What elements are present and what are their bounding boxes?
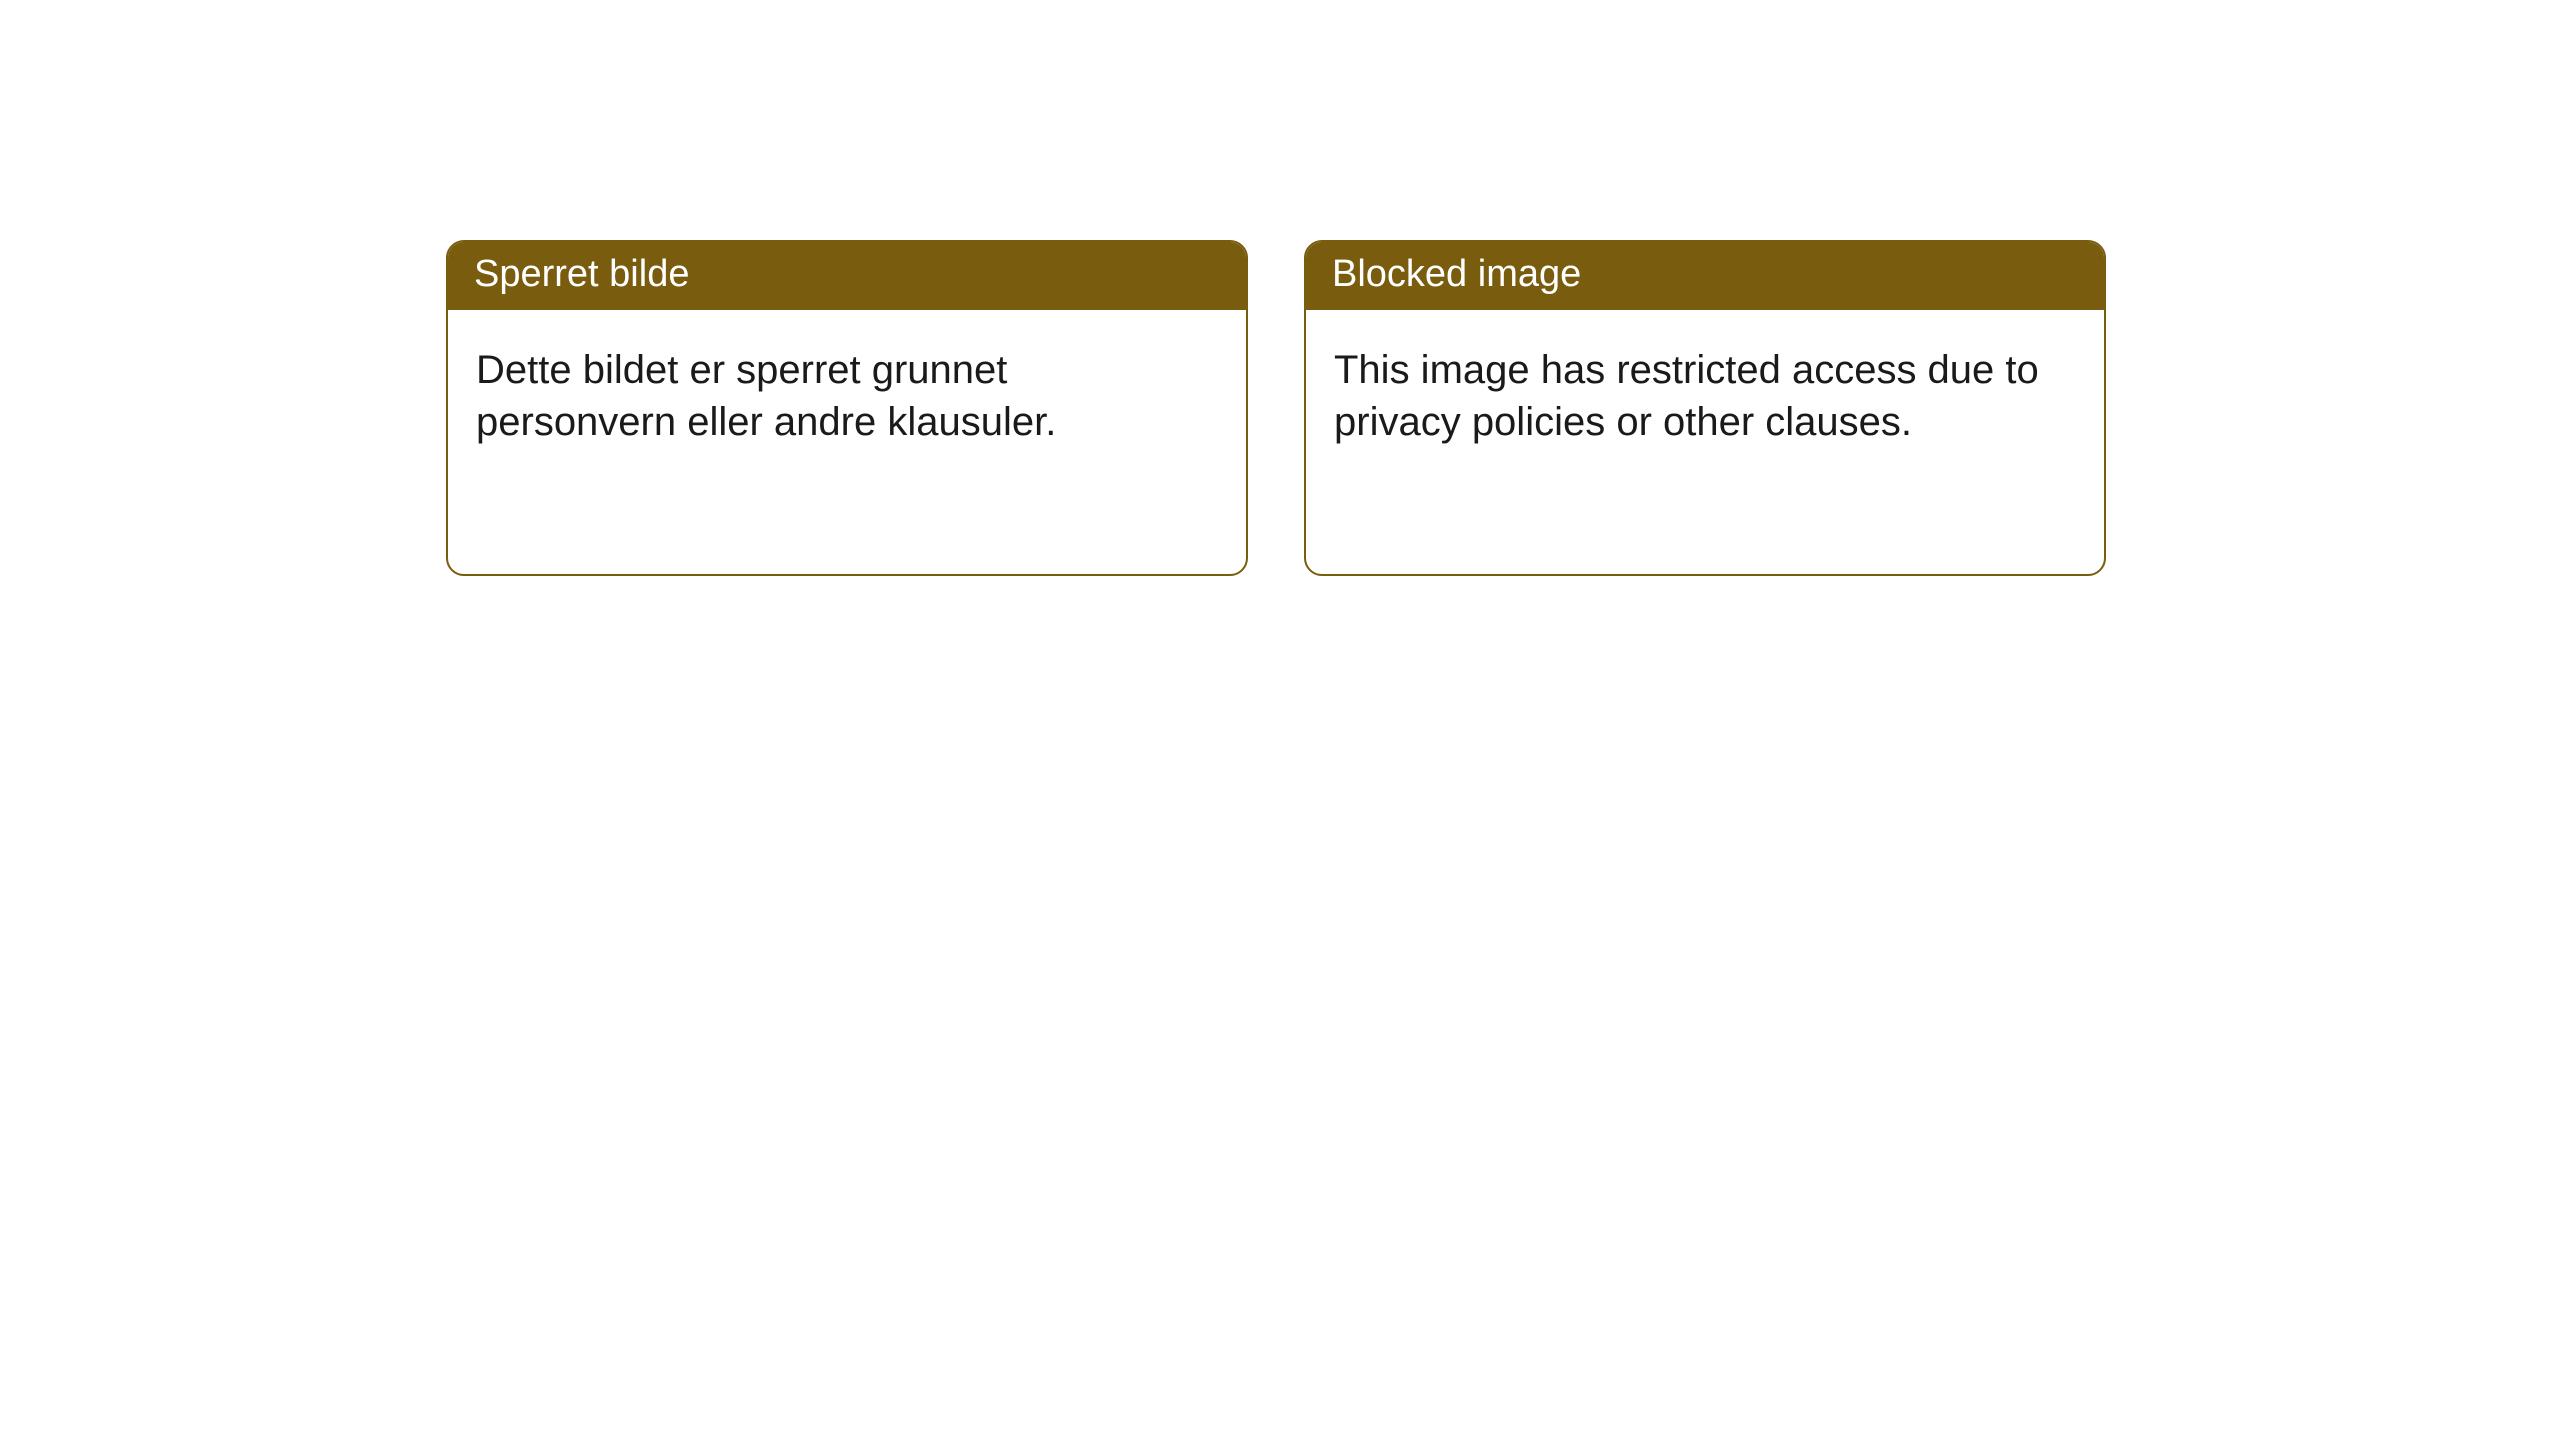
- notice-card-header-en: Blocked image: [1306, 242, 2104, 310]
- notice-card-en: Blocked image This image has restricted …: [1304, 240, 2106, 576]
- notice-container: Sperret bilde Dette bildet er sperret gr…: [0, 0, 2560, 576]
- notice-card-header-no: Sperret bilde: [448, 242, 1246, 310]
- notice-card-body-en: This image has restricted access due to …: [1306, 310, 2104, 476]
- notice-card-no: Sperret bilde Dette bildet er sperret gr…: [446, 240, 1248, 576]
- notice-card-body-no: Dette bildet er sperret grunnet personve…: [448, 310, 1246, 476]
